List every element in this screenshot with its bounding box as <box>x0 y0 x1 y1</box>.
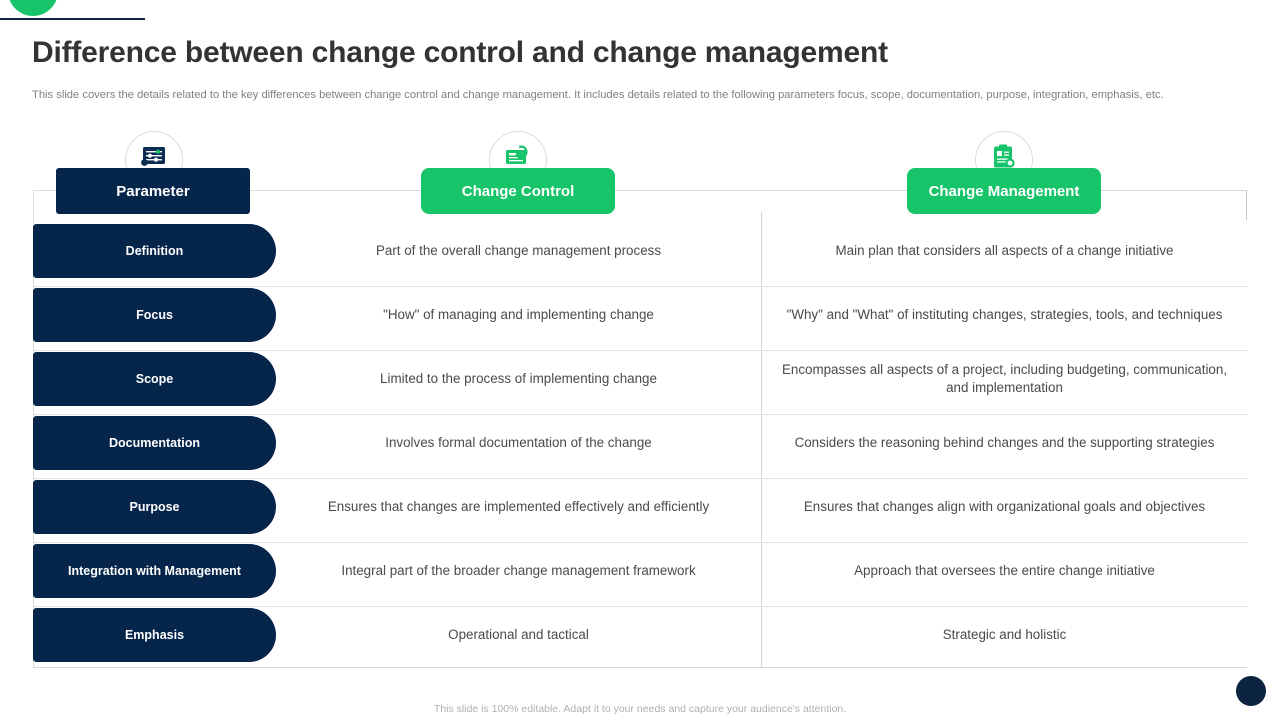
cell-text: Limited to the process of implementing c… <box>380 371 657 386</box>
row-label-documentation[interactable]: Documentation <box>33 416 276 470</box>
table-top-border <box>33 190 1247 191</box>
clipboard-gear-icon <box>989 142 1019 172</box>
cell-change-management: Ensures that changes align with organiza… <box>762 480 1247 534</box>
table-row: Definition Part of the overall change ma… <box>33 224 1247 288</box>
cell-change-control: Part of the overall change management pr… <box>276 224 761 278</box>
cell-text: Main plan that considers all aspects of … <box>835 243 1174 258</box>
column-header-change-control-label: Change Control <box>461 182 575 200</box>
column-header-parameter[interactable]: Parameter <box>56 168 250 214</box>
table-row: Emphasis Operational and tactical Strate… <box>33 608 1247 668</box>
table-bottom-border <box>33 667 1247 668</box>
cell-text: Approach that oversees the entire change… <box>854 563 1155 578</box>
cell-change-control: Limited to the process of implementing c… <box>276 352 761 406</box>
page-subtitle: This slide covers the details related to… <box>32 89 1164 101</box>
row-label-text: Scope <box>135 372 174 386</box>
row-separator <box>33 606 1247 607</box>
settings-sliders-icon <box>139 142 169 172</box>
row-label-text: Emphasis <box>124 628 185 642</box>
row-separator <box>33 542 1247 543</box>
column-header-change-management-label: Change Management <box>928 182 1080 200</box>
row-separator <box>33 286 1247 287</box>
row-label-focus[interactable]: Focus <box>33 288 276 342</box>
row-label-text: Definition <box>125 244 184 258</box>
cell-change-management: Main plan that considers all aspects of … <box>762 224 1247 278</box>
table-right-tick <box>1246 190 1247 220</box>
table-row: Documentation Involves formal documentat… <box>33 416 1247 480</box>
row-separator <box>33 414 1247 415</box>
table-row: Purpose Ensures that changes are impleme… <box>33 480 1247 544</box>
change-card-icon <box>503 142 533 172</box>
cell-change-control: Integral part of the broader change mana… <box>276 544 761 598</box>
row-label-text: Purpose <box>129 500 180 514</box>
cell-text: Ensures that changes are implemented eff… <box>327 499 710 514</box>
cell-change-control: Ensures that changes are implemented eff… <box>276 480 761 534</box>
cell-change-management: Strategic and holistic <box>762 608 1247 662</box>
cell-text: Operational and tactical <box>448 627 589 642</box>
cell-text: Integral part of the broader change mana… <box>341 563 696 578</box>
table-column-separator <box>761 212 762 668</box>
row-label-definition[interactable]: Definition <box>33 224 276 278</box>
comparison-table: Definition Part of the overall change ma… <box>33 190 1247 668</box>
table-row: Focus "How" of managing and implementing… <box>33 288 1247 352</box>
page-title: Difference between change control and ch… <box>32 36 888 69</box>
cell-text: Ensures that changes align with organiza… <box>803 499 1206 514</box>
row-label-text: Focus <box>136 308 173 322</box>
row-separator <box>33 478 1247 479</box>
cell-text: "Why" and "What" of instituting changes,… <box>786 307 1223 322</box>
cell-change-control: "How" of managing and implementing chang… <box>276 288 761 342</box>
cell-text: Encompasses all aspects of a project, in… <box>781 362 1228 395</box>
row-label-text: Documentation <box>109 436 200 450</box>
row-label-text: Integration with Management <box>68 564 241 578</box>
decorative-green-circle <box>8 0 58 16</box>
decorative-navy-dot <box>1236 676 1266 706</box>
cell-change-control: Operational and tactical <box>276 608 761 662</box>
decorative-top-rule <box>0 18 145 20</box>
column-header-change-control[interactable]: Change Control <box>421 168 615 214</box>
cell-change-management: Considers the reasoning behind changes a… <box>762 416 1247 470</box>
cell-text: Part of the overall change management pr… <box>375 243 662 258</box>
cell-text: "How" of managing and implementing chang… <box>383 307 654 322</box>
cell-change-management: Approach that oversees the entire change… <box>762 544 1247 598</box>
row-label-emphasis[interactable]: Emphasis <box>33 608 276 662</box>
row-label-scope[interactable]: Scope <box>33 352 276 406</box>
row-label-integration-with-management[interactable]: Integration with Management <box>33 544 276 598</box>
footer-note: This slide is 100% editable. Adapt it to… <box>433 703 847 715</box>
cell-change-management: "Why" and "What" of instituting changes,… <box>762 288 1247 342</box>
row-label-purpose[interactable]: Purpose <box>33 480 276 534</box>
table-row: Scope Limited to the process of implemen… <box>33 352 1247 416</box>
table-row: Integration with Management Integral par… <box>33 544 1247 608</box>
cell-change-management: Encompasses all aspects of a project, in… <box>762 352 1247 406</box>
cell-text: Strategic and holistic <box>942 627 1067 642</box>
row-separator <box>33 350 1247 351</box>
column-header-parameter-label: Parameter <box>116 182 190 200</box>
cell-text: Involves formal documentation of the cha… <box>385 435 652 450</box>
column-header-change-management[interactable]: Change Management <box>907 168 1101 214</box>
cell-change-control: Involves formal documentation of the cha… <box>276 416 761 470</box>
cell-text: Considers the reasoning behind changes a… <box>794 435 1215 450</box>
